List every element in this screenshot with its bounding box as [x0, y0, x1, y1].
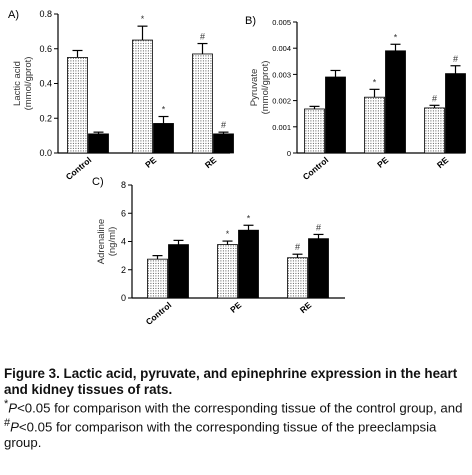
star-symbol: *: [4, 398, 9, 410]
caption-title: Figure 3. Lactic acid, pyruvate, and epi…: [4, 366, 458, 397]
x-tick-label-pe: PE: [375, 155, 390, 170]
y-tick-label: 0.2: [39, 113, 52, 123]
x-tick-label-re: RE: [435, 155, 451, 170]
significance-marker: *: [247, 213, 251, 223]
bar-pe-solid: [385, 50, 406, 154]
note-hash-text: <0.05 for comparison with the correspond…: [4, 419, 437, 450]
hash-symbol: #: [4, 416, 11, 429]
p-symbol-hash: P: [10, 419, 19, 435]
bar-pe-dotted: [217, 244, 238, 299]
y-tick-label: 0: [287, 149, 291, 158]
significance-marker: *: [394, 32, 398, 42]
figure-panels: A) 0.0 0.2 0.4 0.6 0.8 Lactic acid(mmol/gprot)…: [8, 9, 466, 327]
y-tick-label: 0.005: [272, 18, 291, 27]
significance-marker: *: [162, 105, 166, 115]
x-tick-label-re: RE: [298, 300, 314, 315]
y-tick-label: 0.001: [272, 123, 291, 132]
note-star-text: <0.05 for comparison with the correspond…: [17, 400, 463, 416]
bar-control-dotted: [304, 108, 325, 154]
significance-marker: *: [141, 14, 145, 24]
bar-pe-dotted: [132, 39, 153, 154]
bar-control-solid: [325, 76, 346, 154]
y-tick-label: 2: [121, 265, 126, 275]
panel-label: C): [92, 176, 104, 188]
bar-re-dotted: [424, 107, 445, 154]
x-tick-label-pe: PE: [228, 300, 243, 315]
significance-marker: #: [453, 54, 458, 64]
y-tick-label: 0.004: [272, 44, 291, 53]
bar-re-solid: [445, 73, 466, 154]
y-tick-label: 4: [121, 237, 126, 247]
chart-panel-3: C) 0 2 4 6 8 Adrenaline(ng/ml) Control * * PE # # RE: [92, 176, 345, 327]
bar-re-solid: [213, 133, 234, 154]
y-tick-label: 0.0: [39, 148, 52, 158]
bar-control-solid: [88, 133, 109, 154]
significance-marker: #: [316, 222, 321, 232]
significance-marker: #: [200, 32, 205, 42]
bar-re-dotted: [287, 257, 308, 299]
y-axis-label: Adrenaline(ng/ml): [96, 219, 118, 264]
bar-re-solid: [308, 238, 329, 299]
y-tick-label: 8: [121, 180, 126, 190]
panel-label: A): [8, 9, 19, 21]
chart-panel-2: B) 0 0.001 0.002 0.003 0.004 0.005 Pyruvate(mmo…: [245, 15, 466, 182]
y-tick-label: 0.4: [39, 79, 52, 89]
bar-control-dotted: [147, 258, 168, 299]
significance-marker: *: [226, 229, 230, 239]
caption-note: *P<0.05 for comparison with the correspo…: [4, 397, 468, 450]
p-symbol-star: P: [8, 400, 18, 416]
y-axis-label: Lactic acid(mmol/gprot): [12, 57, 34, 111]
y-tick-label: 0.002: [272, 97, 291, 106]
x-tick-label-pe: PE: [143, 155, 158, 170]
bar-control-dotted: [67, 57, 88, 154]
y-tick-label: 0: [121, 293, 126, 303]
significance-marker: #: [432, 93, 437, 103]
panel-label: B): [245, 15, 256, 27]
y-tick-label: 6: [121, 208, 126, 218]
bar-pe-dotted: [364, 96, 385, 154]
x-tick-label-control: Control: [64, 155, 94, 182]
significance-marker: *: [373, 77, 377, 87]
bar-pe-solid: [238, 229, 259, 299]
significance-marker: #: [295, 242, 300, 252]
y-tick-label: 0.6: [39, 44, 52, 54]
x-tick-label-re: RE: [203, 155, 219, 170]
bar-re-dotted: [192, 53, 213, 154]
figure-caption: Figure 3. Lactic acid, pyruvate, and epi…: [4, 366, 468, 450]
x-tick-label-control: Control: [301, 155, 331, 182]
y-tick-label: 0.8: [39, 9, 52, 19]
y-tick-label: 0.003: [272, 70, 291, 79]
bar-control-solid: [168, 244, 189, 299]
bar-pe-solid: [153, 123, 174, 154]
y-axis-label: Pyruvate(mmol/gprot): [249, 61, 271, 115]
chart-panel-1: A) 0.0 0.2 0.4 0.6 0.8 Lactic acid(mmol/gprot)…: [8, 9, 234, 182]
significance-marker: #: [221, 120, 226, 130]
x-tick-label-control: Control: [144, 300, 174, 327]
